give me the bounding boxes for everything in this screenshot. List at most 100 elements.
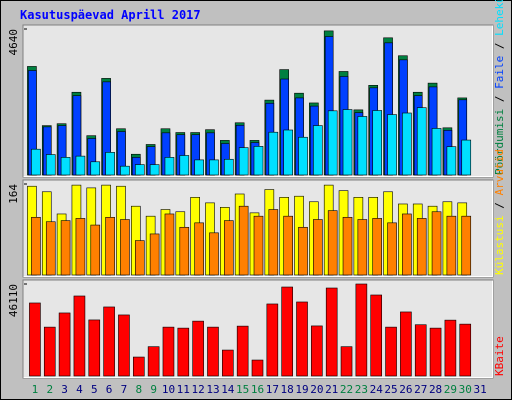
- x-tick-label: 23: [355, 383, 368, 396]
- y-tick-label: 46110: [7, 284, 20, 317]
- bar: [45, 154, 56, 176]
- bar: [340, 346, 353, 377]
- x-tick-label: 4: [76, 383, 83, 396]
- bar: [281, 286, 293, 377]
- bar: [327, 210, 338, 276]
- bar: [459, 323, 472, 377]
- bar: [224, 220, 234, 276]
- bar: [222, 349, 234, 377]
- bar: [311, 325, 323, 377]
- bar: [118, 314, 130, 377]
- bar: [461, 139, 472, 176]
- bar: [446, 215, 457, 276]
- bar: [164, 157, 175, 176]
- bar: [402, 112, 412, 176]
- x-tick-label: 9: [150, 383, 157, 396]
- bar: [268, 209, 279, 276]
- y-tick-label: 164: [7, 184, 20, 204]
- bar: [283, 129, 293, 176]
- bar: [461, 215, 472, 276]
- legend-separator: /: [493, 36, 506, 56]
- legend-entry: Arvutid: [493, 149, 506, 195]
- x-tick-label: 16: [251, 383, 264, 396]
- bar: [105, 216, 115, 276]
- bar: [416, 218, 427, 276]
- bar: [387, 222, 397, 276]
- chart-title: Kasutuspäevad Aprill 2017: [20, 8, 201, 22]
- bar: [357, 116, 368, 176]
- bar: [147, 346, 160, 377]
- bar: [238, 205, 249, 276]
- x-tick-label: 17: [266, 383, 279, 396]
- bar: [268, 131, 279, 176]
- bar: [73, 295, 86, 377]
- x-tick-label: 19: [295, 383, 308, 396]
- x-tick-label: 2: [46, 383, 53, 396]
- legend-entry: Faile: [493, 56, 506, 89]
- x-tick-label: 28: [429, 383, 442, 396]
- series-legend: KBaite: [493, 336, 506, 376]
- bar: [194, 159, 204, 176]
- x-tick-label: 24: [370, 383, 384, 396]
- bar: [134, 164, 145, 176]
- panel-edge: [23, 25, 493, 177]
- x-tick-label: 11: [177, 383, 190, 396]
- bar: [29, 302, 41, 377]
- x-tick-label: 8: [135, 383, 142, 396]
- bar: [283, 215, 293, 276]
- legend-entry: KBaite: [493, 336, 506, 376]
- bar: [120, 165, 130, 176]
- bar: [400, 311, 412, 377]
- legend-separator: /: [493, 89, 506, 109]
- bar: [236, 325, 249, 377]
- bar: [90, 161, 101, 176]
- bar: [327, 110, 338, 176]
- bar: [431, 211, 442, 276]
- y-tick-label: 4640: [7, 29, 20, 56]
- x-tick-label: 29: [444, 383, 457, 396]
- x-tick-label: 1: [32, 383, 39, 396]
- bar: [103, 306, 115, 377]
- bar: [60, 157, 71, 176]
- bar: [43, 326, 56, 377]
- bar: [31, 216, 41, 276]
- bar: [60, 220, 71, 276]
- x-tick-label: 30: [459, 383, 472, 396]
- bar: [372, 110, 383, 176]
- bar: [149, 233, 160, 276]
- bar: [238, 147, 249, 176]
- bar: [253, 146, 264, 176]
- x-tick-label: 31: [473, 383, 486, 396]
- bar: [209, 232, 219, 276]
- bar: [90, 224, 101, 276]
- bar: [251, 359, 264, 377]
- bar: [416, 107, 427, 176]
- x-tick-label: 18: [281, 383, 294, 396]
- bar: [179, 226, 190, 276]
- legend-entry: Külastusi: [493, 215, 506, 275]
- legend-entry: Lehekülgi: [493, 0, 506, 36]
- bar: [134, 240, 145, 276]
- x-tick-label: 12: [192, 383, 205, 396]
- x-tick-label: 22: [340, 383, 353, 396]
- x-tick-label: 14: [221, 383, 235, 396]
- bar: [372, 218, 383, 276]
- bar: [120, 219, 130, 276]
- bar: [75, 155, 86, 176]
- bar: [209, 159, 219, 176]
- bar: [298, 226, 308, 276]
- x-tick-label: 13: [206, 383, 219, 396]
- legend-separator: /: [493, 196, 506, 216]
- panel-edge: [23, 180, 493, 277]
- bar: [75, 218, 86, 276]
- bar: [342, 216, 353, 276]
- x-tick-label: 7: [121, 383, 128, 396]
- x-tick-label: 25: [384, 383, 397, 396]
- bar: [253, 215, 264, 276]
- bar: [342, 109, 353, 176]
- bar: [177, 327, 190, 377]
- bar: [313, 219, 323, 276]
- bar: [132, 356, 145, 377]
- bar: [357, 219, 368, 276]
